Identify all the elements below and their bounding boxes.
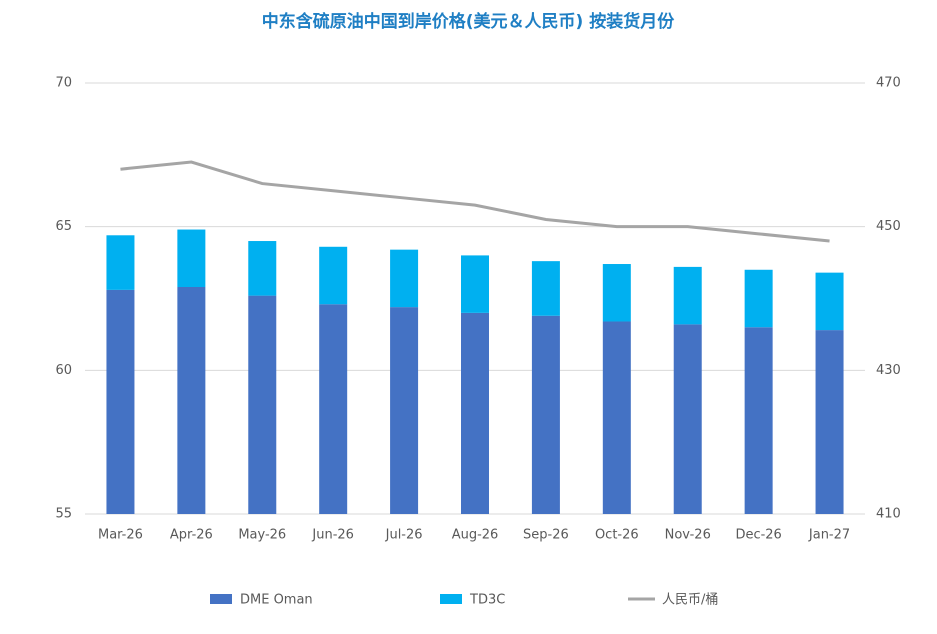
bar	[177, 287, 206, 514]
bar	[673, 324, 702, 514]
y-tick-label: 65	[55, 219, 72, 234]
bar	[815, 330, 844, 514]
y-tick-label: 70	[55, 76, 72, 91]
bar	[531, 315, 560, 514]
bar	[744, 269, 773, 328]
x-tick-label: Nov-26	[665, 528, 711, 543]
x-tick-label: Jun-26	[311, 528, 354, 543]
y2-tick-label: 430	[876, 363, 901, 378]
bar	[177, 229, 206, 288]
legend-swatch	[210, 594, 232, 604]
y2-tick-label: 470	[876, 76, 901, 91]
bar	[390, 307, 419, 514]
x-tick-label: Dec-26	[735, 528, 781, 543]
bar	[106, 235, 135, 290]
x-tick-label: Apr-26	[170, 528, 213, 543]
y2-tick-label: 450	[876, 219, 901, 234]
x-tick-label: Sep-26	[523, 528, 569, 543]
bar	[390, 249, 419, 308]
bar	[248, 295, 277, 514]
x-tick-label: Jan-27	[808, 528, 850, 543]
bar	[106, 289, 135, 514]
y2-tick-label: 410	[876, 507, 901, 522]
bar	[531, 261, 560, 316]
x-tick-label: May-26	[238, 528, 286, 543]
bar	[461, 312, 489, 514]
y-tick-label: 60	[55, 363, 72, 378]
legend-swatch	[440, 594, 462, 604]
chart-title: 中东含硫原油中国到岸价格(美元＆人民币) 按装货月份	[262, 11, 675, 32]
bar	[744, 327, 773, 514]
y-tick-label: 55	[55, 507, 72, 522]
line	[120, 160, 830, 243]
x-tick-label: Jul-26	[385, 528, 423, 543]
x-tick-label: Mar-26	[98, 528, 143, 543]
legend-label: TD3C	[469, 593, 505, 608]
bar	[673, 266, 702, 325]
bar	[815, 272, 844, 331]
bar	[319, 246, 348, 305]
x-tick-label: Aug-26	[452, 528, 499, 543]
bar	[248, 241, 277, 296]
legend-label: DME Oman	[240, 593, 313, 608]
bar	[602, 264, 631, 322]
bar	[461, 255, 489, 313]
bar	[602, 321, 631, 514]
x-tick-label: Oct-26	[595, 528, 639, 543]
bar	[319, 304, 348, 514]
legend-label: 人民币/桶	[662, 593, 718, 608]
